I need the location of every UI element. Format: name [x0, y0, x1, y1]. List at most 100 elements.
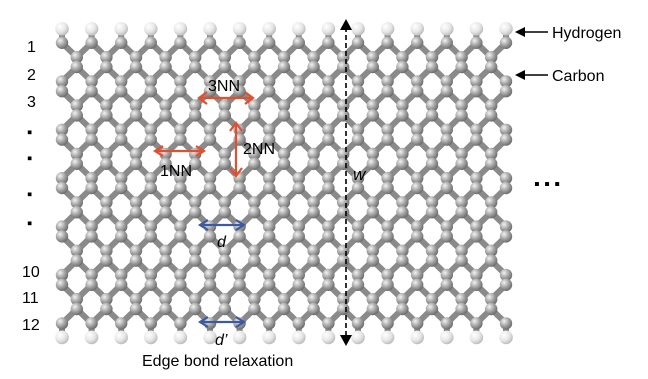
carbon-atom: [499, 181, 513, 195]
carbon-atom: [485, 60, 498, 74]
hydrogen-atom: [469, 22, 484, 36]
carbon-atom: [499, 278, 513, 291]
carbon-atom: [381, 278, 394, 291]
carbon-atom: [55, 172, 69, 185]
carbon-atom: [159, 157, 172, 170]
carbon-atom: [470, 133, 483, 146]
hydrogen-atom: [292, 330, 306, 345]
carbon-atom: [100, 196, 113, 209]
carbon-pointer-arrowhead: [515, 70, 525, 80]
carbon-atom: [440, 278, 453, 291]
bond-layer: [59, 25, 509, 341]
carbon-atom: [115, 317, 128, 330]
carbon-atom: [455, 293, 468, 306]
ribbon-width-arrow: [340, 19, 352, 346]
hydrogen-atom: [380, 22, 395, 36]
carbon-atom: [425, 147, 439, 161]
carbon-atom: [189, 254, 202, 267]
row-number-10: 10: [22, 264, 40, 281]
carbon-atom: [144, 278, 157, 291]
carbon-atom: [455, 109, 468, 122]
carbon-atom: [322, 230, 335, 243]
carbon-atom: [499, 133, 513, 146]
carbon-atom: [470, 268, 483, 282]
ribbon-width-label: w: [353, 165, 367, 184]
carbon-atom: [277, 157, 291, 170]
hydrogen-atom: [321, 330, 336, 345]
hydrogen-atom: [351, 330, 365, 345]
carbon-atom: [337, 206, 350, 219]
carbon-atom: [485, 254, 498, 267]
carbon-atom: [263, 75, 276, 88]
carbon-atom: [425, 302, 439, 316]
carbon-atom: [411, 278, 424, 291]
carbon-atom: [322, 268, 335, 282]
carbon-atom: [218, 109, 231, 122]
carbon-atom: [159, 51, 172, 64]
carbon-atom: [100, 147, 113, 161]
carbon-atom: [455, 60, 468, 74]
carbon-atom: [233, 268, 246, 282]
carbon-atom: [85, 172, 98, 185]
carbon-atom: [129, 109, 143, 122]
carbon-atom: [499, 75, 513, 88]
carbon-atom: [455, 196, 468, 209]
carbon-atom: [440, 230, 453, 243]
carbon-atom: [85, 85, 98, 98]
carbon-atom: [277, 293, 291, 306]
carbon-atom: [351, 85, 365, 98]
carbon-atom: [322, 172, 335, 185]
carbon-atom: [218, 293, 231, 306]
carbon-atom: [381, 133, 394, 146]
carbon-atom: [470, 36, 483, 49]
carbon-atom: [203, 36, 217, 49]
carbon-atom: [144, 36, 157, 49]
carbon-atom: [218, 244, 231, 257]
carbon-atom: [470, 181, 483, 195]
carbon-atom: [307, 109, 320, 122]
bond-length-arrow: [197, 219, 247, 231]
carbon-atom: [100, 99, 113, 112]
hydrogen-atom: [499, 22, 513, 36]
carbon-atom: [411, 268, 424, 282]
hydrogen-atom: [84, 22, 99, 36]
row-number-3: 3: [27, 94, 36, 111]
carbon-atom: [248, 147, 261, 161]
carbon-atom: [159, 196, 172, 209]
carbon-atom: [100, 244, 113, 257]
carbon-atom: [307, 51, 320, 64]
continuation-dots: ▪ ▪ ▪: [534, 176, 560, 193]
carbon-atom: [115, 75, 128, 88]
carbon-atom: [440, 133, 453, 146]
carbon-atom: [499, 123, 513, 136]
carbon-atom: [485, 293, 498, 306]
carbon-atom: [307, 254, 320, 267]
carbon-atom: [55, 75, 69, 88]
carbon-atom: [307, 206, 320, 219]
caption: Edge bond relaxation: [142, 353, 293, 370]
carbon-atom: [248, 254, 261, 267]
carbon-atom: [144, 220, 157, 233]
carbon-atom: [55, 317, 69, 330]
edge-bond-length-arrow: [197, 316, 247, 328]
carbon-atom: [159, 293, 172, 306]
carbon-atom: [396, 206, 409, 219]
carbon-atom: [440, 317, 453, 330]
row-number-12: 12: [22, 317, 40, 334]
carbon-atom: [351, 36, 365, 49]
carbon-atom: [411, 85, 424, 98]
carbon-atom: [70, 99, 84, 112]
carbon-atom: [174, 36, 187, 49]
carbon-atom: [144, 268, 157, 282]
carbon-atom: [396, 60, 409, 74]
carbon-atom: [396, 302, 409, 316]
carbon-atom: [337, 60, 350, 74]
carbon-atom: [85, 278, 98, 291]
carbon-atom: [411, 75, 424, 88]
carbon-atom: [455, 157, 468, 170]
carbon-atom: [396, 147, 409, 161]
carbon-atom: [322, 278, 335, 291]
carbon-atom: [129, 206, 143, 219]
carbon-atom: [129, 99, 143, 112]
